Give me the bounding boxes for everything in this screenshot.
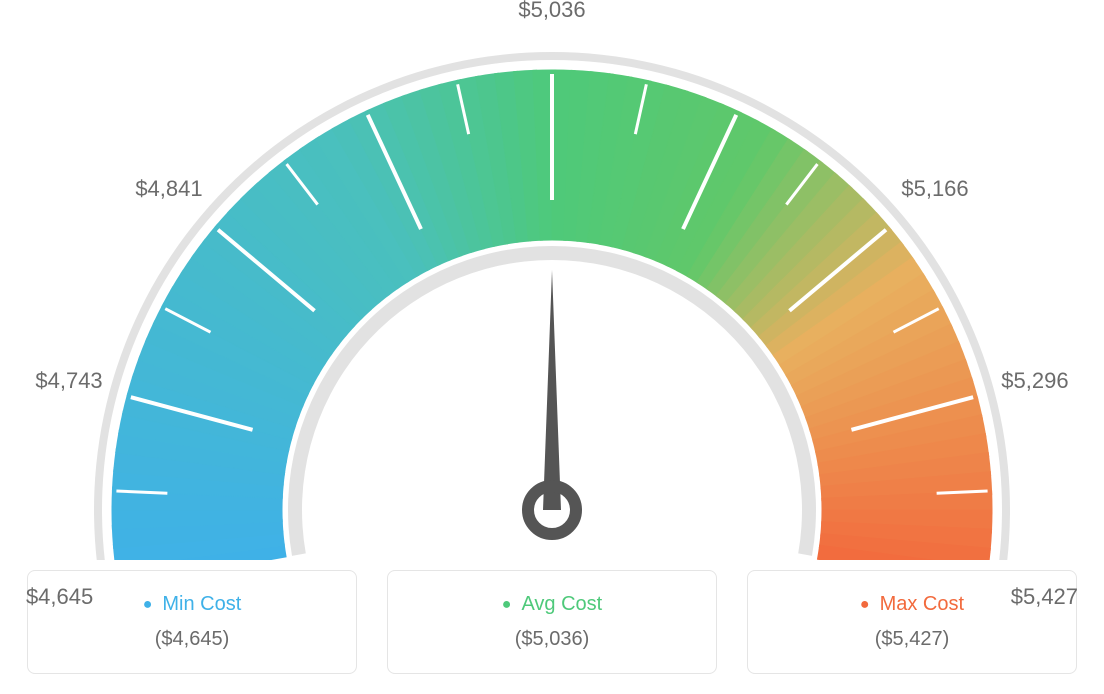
max-cost-value: ($5,427) (768, 628, 1056, 651)
gauge-tick-label: $5,296 (1001, 368, 1068, 394)
gauge-svg (22, 20, 1082, 560)
avg-cost-label: Avg Cost (408, 593, 696, 616)
avg-cost-value: ($5,036) (408, 628, 696, 651)
gauge-tick-label: $5,036 (518, 0, 585, 23)
summary-cards: Min Cost ($4,645) Avg Cost ($5,036) Max … (20, 570, 1084, 674)
gauge-tick-label: $4,743 (35, 368, 102, 394)
min-cost-value: ($4,645) (48, 628, 336, 651)
gauge-chart: $4,645$4,743$4,841$5,036$5,166$5,296$5,4… (22, 20, 1082, 560)
gauge-tick-label: $4,841 (135, 176, 202, 202)
gauge-tick-label: $4,645 (26, 584, 93, 610)
avg-cost-card: Avg Cost ($5,036) (387, 570, 717, 674)
gauge-tick-label: $5,427 (1011, 584, 1078, 610)
gauge-tick-label: $5,166 (901, 176, 968, 202)
